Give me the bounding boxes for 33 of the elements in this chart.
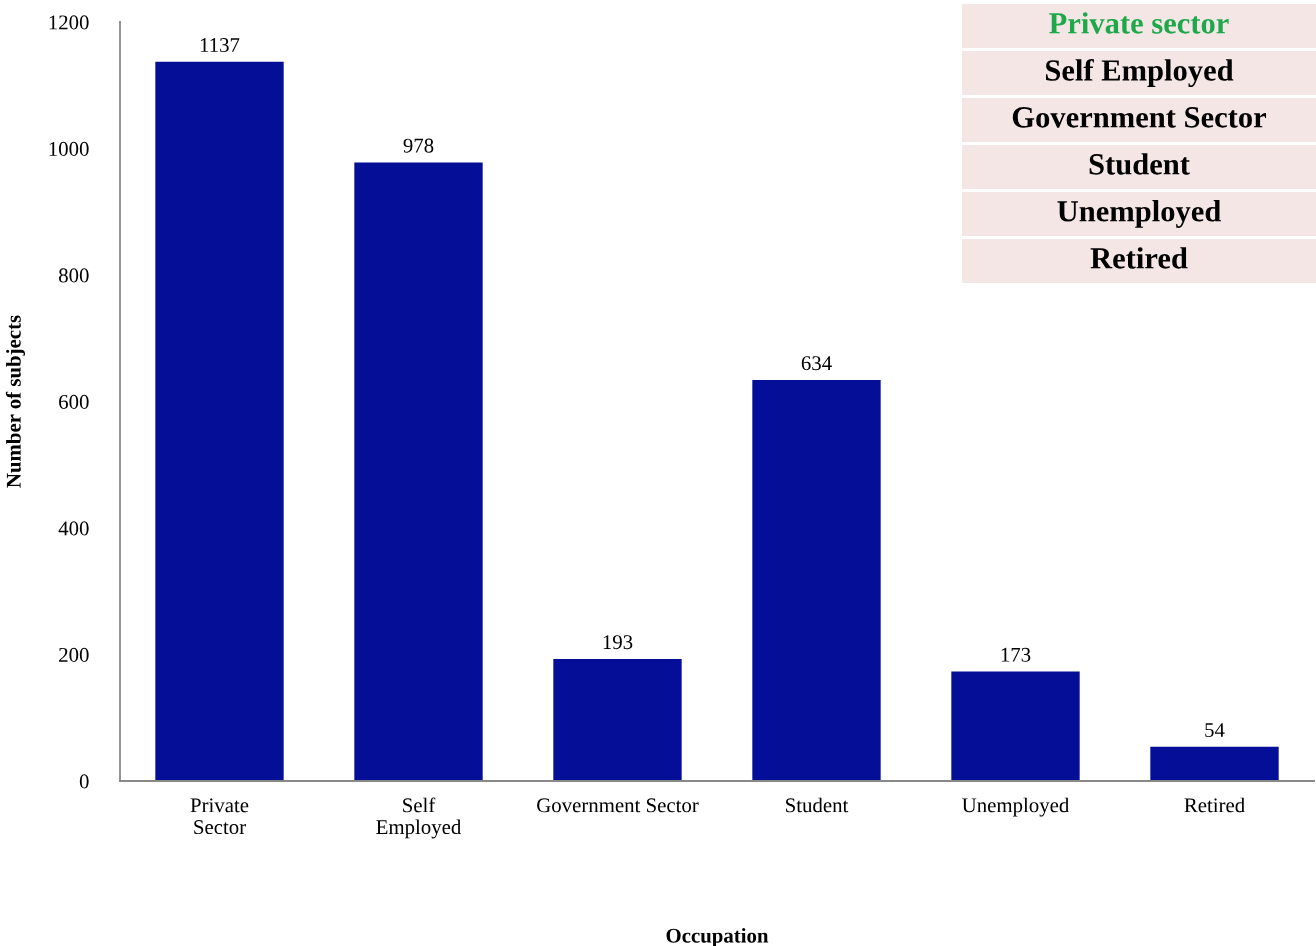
bar — [1150, 746, 1279, 781]
data-label: 173 — [1001, 647, 1031, 662]
annotation: Government Sector — [1012, 107, 1267, 128]
bar — [951, 671, 1080, 781]
data-label: 1137 — [200, 38, 240, 53]
x-tick-label: Unemployed — [962, 797, 1070, 817]
annotation: Private sector — [1049, 12, 1229, 34]
x-tick-label: Student — [786, 797, 849, 813]
bar — [155, 61, 284, 781]
data-label: 193 — [603, 635, 633, 650]
x-tick-label: Private Sector — [190, 798, 249, 835]
data-label: 634 — [801, 356, 832, 371]
bar — [354, 162, 483, 781]
y-tick-label: 200 — [59, 647, 89, 662]
data-label: 54 — [1205, 723, 1225, 738]
annotation: Self Employed — [1045, 58, 1234, 88]
x-tick-label: Retired — [1184, 797, 1245, 813]
y-tick-label: 400 — [58, 521, 89, 536]
x-tick-label: Government Sector — [537, 798, 699, 813]
y-tick-label: 600 — [59, 394, 89, 409]
y-tick-label: 800 — [58, 268, 89, 283]
y-tick-label: 1200 — [49, 15, 89, 30]
annotation: Student — [1089, 153, 1190, 175]
y-tick-label: 1000 — [49, 141, 89, 156]
data-label: 978 — [403, 138, 434, 153]
y-tick-label: 0 — [79, 774, 89, 789]
x-tick-label: Self Employed — [376, 797, 462, 839]
annotation: Unemployed — [1057, 200, 1221, 228]
x-axis-title: Occupation — [666, 928, 769, 946]
bar — [752, 380, 881, 781]
bar — [553, 658, 682, 781]
annotation: Retired — [1090, 247, 1188, 269]
y-axis-title: Number of subjects — [5, 315, 25, 488]
